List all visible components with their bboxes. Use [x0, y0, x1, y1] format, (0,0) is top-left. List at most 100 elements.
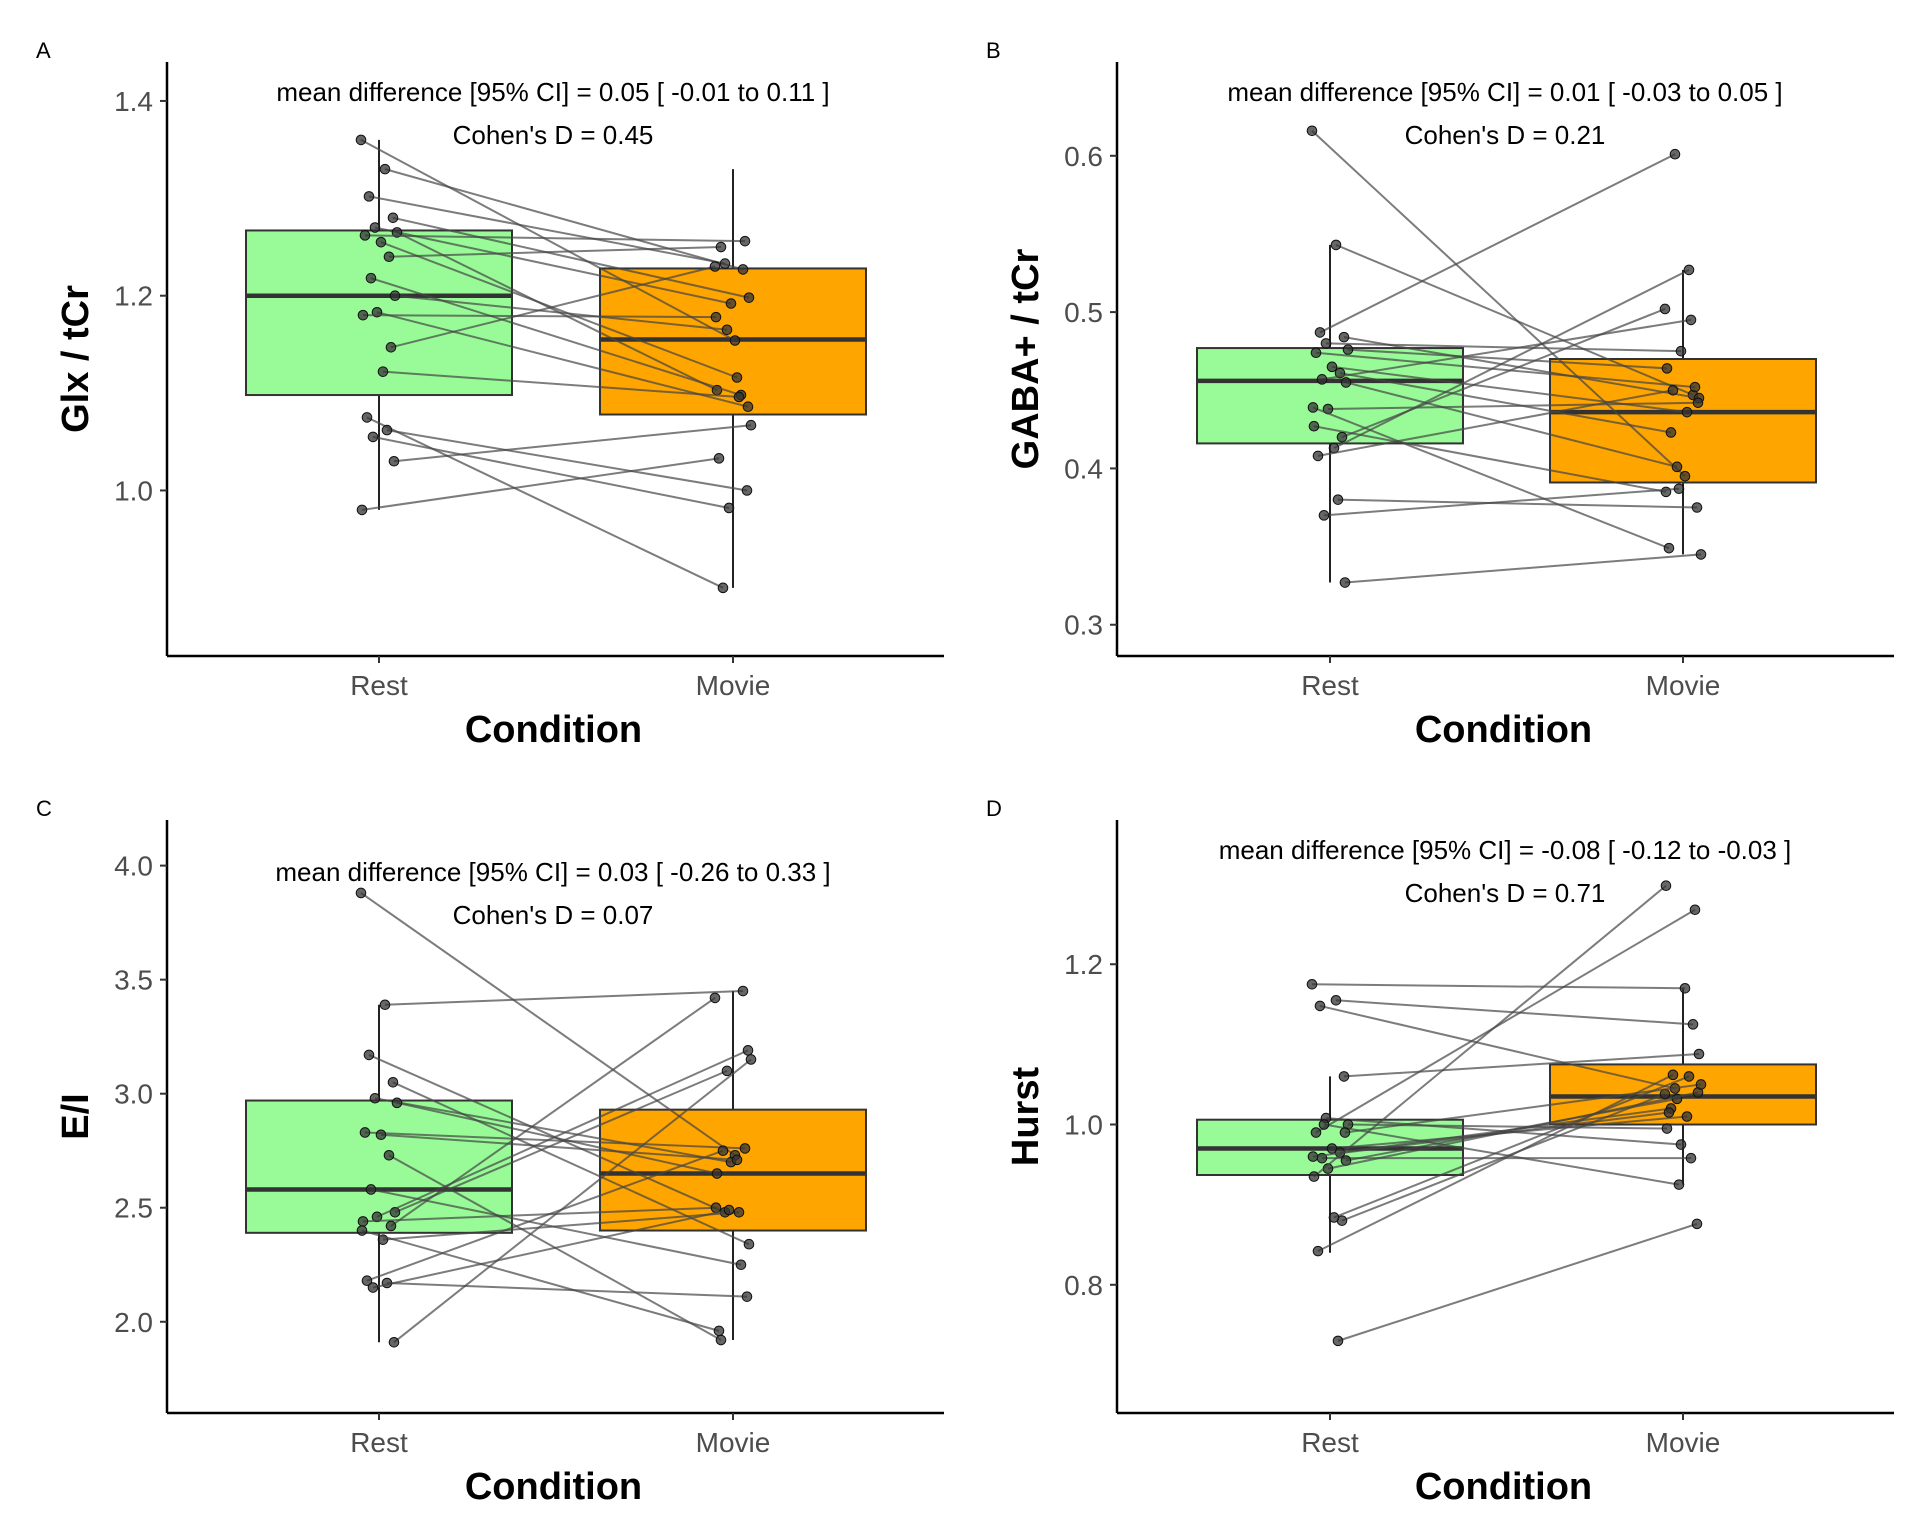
paired-line [1311, 130, 1686, 477]
data-point-rest [356, 1225, 368, 1236]
paired-line [366, 1149, 724, 1282]
data-point-movie [742, 401, 754, 413]
x-axis-title: Condition [465, 1466, 642, 1508]
paired-line [364, 1131, 746, 1150]
y-tick-label: 0.3 [1064, 610, 1103, 641]
data-point-rest [361, 412, 373, 423]
paired-line [1344, 1083, 1702, 1134]
panel-label: C [36, 796, 52, 821]
data-point-movie [733, 1206, 745, 1218]
paired-line [386, 1281, 748, 1298]
y-tick-label: 1.0 [1064, 1110, 1103, 1141]
data-point-movie [709, 992, 721, 1004]
data-point-movie [1663, 542, 1675, 554]
data-point-rest [1310, 1127, 1322, 1138]
data-point-rest [1338, 331, 1350, 343]
paired-line [386, 429, 748, 492]
paired-line [372, 435, 730, 509]
data-point-movie [1685, 1152, 1697, 1164]
y-tick-label: 1.2 [1064, 949, 1103, 980]
data-point-rest [381, 424, 393, 436]
data-point-movie [1683, 1071, 1695, 1082]
data-point-movie [1673, 483, 1685, 495]
data-point-rest [375, 1129, 387, 1141]
paired-line [384, 990, 744, 1006]
x-tick-label: Rest [1301, 1427, 1359, 1458]
y-tick-label: 0.8 [1064, 1270, 1103, 1301]
paired-line [1344, 553, 1702, 584]
data-point-rest [1318, 510, 1330, 521]
mean-difference-annotation: mean difference [95% CI] = 0.01 [ -0.03 … [1227, 77, 1782, 107]
paired-line [366, 416, 724, 589]
data-point-rest [388, 455, 400, 467]
data-point-rest [385, 1220, 397, 1232]
panel-label: B [986, 38, 1001, 63]
data-point-rest [357, 1216, 369, 1227]
data-point-movie [721, 1065, 733, 1077]
data-point-movie [1679, 470, 1691, 482]
paired-line [394, 1069, 728, 1214]
data-point-rest [365, 1184, 377, 1195]
data-point-movie [1681, 406, 1693, 418]
y-tick-label: 3.0 [114, 1079, 153, 1110]
paired-line [1337, 1222, 1698, 1342]
paired-line [392, 1081, 750, 1246]
data-point-movie [1667, 384, 1679, 396]
cohens-d-annotation: Cohen's D = 0.07 [453, 900, 654, 930]
paired-line [1312, 1111, 1670, 1158]
paired-line [390, 997, 716, 1227]
data-point-movie [1665, 427, 1677, 438]
data-point-movie [709, 261, 721, 272]
paired-line [1343, 1052, 1700, 1078]
paired-line [1315, 351, 1696, 389]
data-point-movie [737, 985, 749, 997]
panel-c: C 2.0 2.5 3.0 3.5 4.0 Rest Movie Condition E/I mea… [36, 796, 944, 1508]
panel-d: D 0.8 1.0 1.2 Rest Movie Condition Hurst mean di… [986, 796, 1894, 1508]
data-point-rest [369, 222, 381, 233]
paired-line [368, 195, 726, 265]
data-point-movie [737, 264, 749, 275]
paired-line [374, 226, 732, 305]
data-point-movie [1673, 1179, 1685, 1190]
data-point-movie [731, 1154, 743, 1166]
paired-line [364, 234, 746, 243]
data-point-movie [715, 241, 727, 253]
data-point-movie [1692, 397, 1704, 409]
y-tick-label: 2.0 [114, 1307, 153, 1338]
paired-line [1335, 999, 1694, 1026]
paired-line [361, 1229, 720, 1332]
data-point-movie [1695, 1079, 1707, 1090]
paired-line [368, 1054, 726, 1214]
y-tick-label: 0.6 [1064, 141, 1103, 172]
data-point-movie [1659, 303, 1671, 315]
data-point-movie [1695, 549, 1707, 560]
paired-line [1345, 1097, 1678, 1162]
paired-line [380, 1133, 738, 1161]
data-point-movie [743, 1238, 755, 1250]
data-point-rest [1314, 1000, 1326, 1012]
data-point-movie [731, 372, 743, 383]
data-point-movie [710, 311, 722, 323]
data-point-movie [1661, 363, 1673, 374]
paired-line [361, 457, 720, 511]
x-tick-label: Movie [1646, 670, 1721, 701]
data-point-rest [363, 1049, 375, 1061]
paired-line [384, 168, 744, 271]
data-point-movie [1660, 880, 1672, 892]
data-point-rest [1308, 420, 1320, 432]
paired-line [1317, 389, 1674, 457]
data-point-rest [356, 504, 368, 516]
paired-line [362, 1206, 717, 1223]
data-point-rest [387, 212, 399, 224]
paired-line [1333, 1075, 1690, 1219]
data-point-movie [1681, 1111, 1693, 1122]
paired-line [1347, 348, 1668, 370]
cohens-d-annotation: Cohen's D = 0.21 [1405, 120, 1606, 150]
paired-line [1345, 381, 1678, 468]
x-axis-title: Condition [1415, 1466, 1592, 1508]
paired-line [376, 311, 749, 408]
data-point-rest [363, 191, 375, 202]
x-tick-label: Movie [696, 670, 771, 701]
y-tick-label: 3.5 [114, 965, 153, 996]
